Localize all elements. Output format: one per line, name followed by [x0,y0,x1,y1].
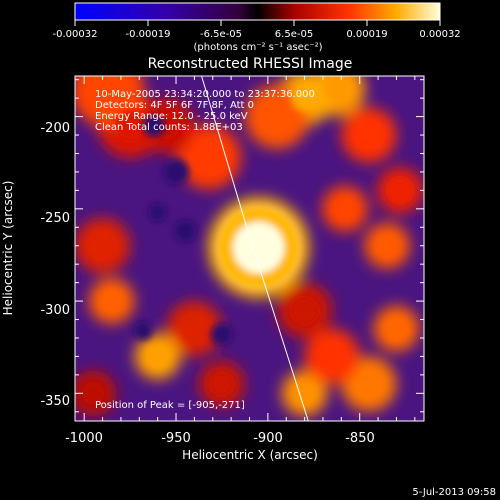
emission-blob-core [90,76,126,109]
emission-blob-core [181,315,208,342]
emission-blob-core [100,290,123,313]
y-tick-label: -200 [40,121,70,136]
dark-spot [142,114,166,137]
info-line-clean: Clean Total counts: 1.88E+03 [95,122,243,133]
emission-blob-core [333,197,357,220]
y-tick-label: -250 [40,211,70,226]
x-tick-label: -1000 [65,431,103,446]
colorbar-tick-label: 0.00032 [419,29,460,40]
emission-blob-core [355,370,383,398]
emission-blob-core [261,101,293,133]
colorbar-ticks [74,20,441,26]
emission-blob-core [89,232,116,259]
peak-position-text: Position of Peak = [-905,-271] [95,400,245,411]
colorbar-frame [74,2,441,21]
dark-spot [210,323,233,346]
info-block: 10-May-2005 23:34:20.000 to 23:37:36.000… [95,89,315,411]
emission-blob-core [376,234,399,257]
dark-spot [148,203,167,222]
emission-blob-core [355,121,383,149]
emission-blob-core [318,343,346,370]
x-tick-label: -950 [161,431,191,446]
solar-limb-line [201,76,309,421]
emission-blob-core [389,179,412,202]
dark-spot [174,219,197,242]
colorbar-tick-label: 6.5e-05 [275,29,313,40]
x-tick-label: -900 [253,431,283,446]
y-axis-label: Heliocentric Y (arcsec) [1,181,15,316]
dark-spot [163,159,189,185]
peak-source-core [232,221,285,274]
image-area [75,76,424,421]
emission-blob-core [293,382,316,405]
y-tick-label: -300 [40,303,70,318]
x-tick-label: -850 [345,431,375,446]
colorbar-tick-label: 0.00019 [346,29,387,40]
emission-blob-core [210,373,233,396]
footer-timestamp: 5-Jul-2013 09:58 [412,487,496,498]
colorbar-tick-label: -0.00032 [53,29,98,40]
colorbar-tick-label: -0.00019 [126,29,171,40]
emission-blob-core [114,110,146,142]
y-tick-label: -350 [40,394,70,409]
colorbar: -0.00032 -0.00019 -6.5e-05 6.5e-05 0.000… [53,2,461,53]
info-line-time: 10-May-2005 23:34:20.000 to 23:37:36.000 [95,89,315,100]
emission-blob-core [385,317,408,340]
dark-spot [133,321,153,340]
x-axis-label: Heliocentric X (arcsec) [182,448,318,462]
plot-title: Reconstructed RHESSI Image [148,56,353,72]
emission-blob-core [146,345,169,368]
emission-blob-core [291,297,318,324]
info-line-energy: Energy Range: 12.0 - 25.0 keV [95,111,248,122]
colorbar-gradient [75,3,440,20]
colorbar-unit-label: (photons cm⁻² s⁻¹ asec⁻²) [193,42,322,53]
emission-blob-core [324,76,351,103]
emission-blob-core [82,382,105,405]
colorbar-tick-label: -6.5e-05 [200,29,242,40]
emission-blob-core [193,141,225,173]
axis-ticks [75,76,424,421]
emission-blob-core [291,84,318,112]
info-line-detectors: Detectors: 4F 5F 6F 7F 8F, Att 0 [95,100,254,111]
